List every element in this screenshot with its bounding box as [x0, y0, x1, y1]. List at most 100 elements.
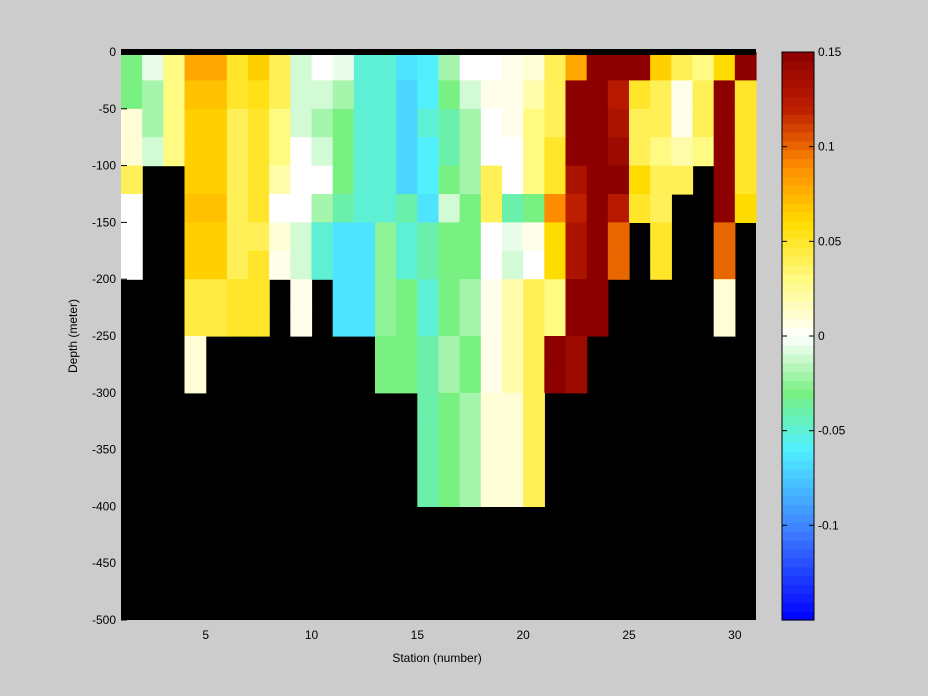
- y-tick-label: -450: [92, 556, 116, 570]
- heatmap-cell: [565, 165, 588, 195]
- heatmap-cell: [692, 108, 715, 138]
- heatmap-cell: [734, 52, 757, 81]
- heatmap-cell: [523, 137, 545, 167]
- heatmap-cell: [502, 279, 524, 309]
- heatmap-cell: [417, 137, 440, 167]
- heatmap-cell: [480, 421, 503, 451]
- colorbar-segment: [782, 495, 814, 506]
- colorbar-tick-label: -0.05: [818, 424, 846, 438]
- heatmap-cell: [438, 307, 461, 337]
- colorbar-segment: [782, 194, 814, 204]
- heatmap-cell: [565, 307, 588, 337]
- heatmap-cell: [290, 80, 313, 110]
- heatmap-cell: [629, 165, 651, 195]
- heatmap-cell: [353, 165, 376, 195]
- heatmap-cell: [417, 307, 440, 337]
- heatmap-cell: [375, 364, 397, 394]
- colorbar-segment: [782, 362, 814, 373]
- heatmap-cell: [121, 52, 143, 81]
- colorbar-segment: [782, 407, 814, 417]
- heatmap-cell: [544, 307, 567, 337]
- y-tick-label: -350: [92, 443, 116, 457]
- heatmap-cell: [502, 307, 524, 337]
- heatmap-cell: [650, 80, 672, 110]
- heatmap-cell: [607, 250, 630, 280]
- colorbar-tick-label: 0.1: [818, 140, 835, 154]
- heatmap-cell: [396, 222, 418, 252]
- colorbar-segment: [782, 300, 814, 310]
- heatmap-cell: [269, 194, 291, 223]
- colorbar-segment: [782, 123, 814, 133]
- colorbar-segment: [782, 389, 814, 399]
- colorbar-segment: [782, 229, 814, 239]
- heatmap-cell: [205, 222, 228, 252]
- heatmap-cell: [332, 250, 355, 280]
- heatmap-cell: [184, 137, 207, 167]
- heatmap-cell: [713, 307, 736, 337]
- heatmap-cell: [459, 80, 482, 110]
- heatmap-cell: [184, 250, 207, 280]
- colorbar-segment: [782, 584, 814, 594]
- y-tick-label: 0: [109, 45, 116, 59]
- heatmap-cell: [290, 165, 313, 195]
- heatmap-cell: [523, 194, 545, 223]
- heatmap-cell: [438, 364, 461, 394]
- heatmap-cell: [650, 222, 672, 252]
- heatmap-cell: [502, 80, 524, 110]
- colorbar-segment: [782, 513, 814, 523]
- heatmap-cell: [650, 250, 672, 280]
- heatmap-cell: [523, 250, 545, 280]
- heatmap-cell: [607, 194, 630, 223]
- heatmap-cell: [226, 137, 249, 167]
- heatmap-cell: [417, 52, 440, 81]
- heatmap-cell: [523, 478, 545, 507]
- heatmap-cell: [353, 80, 376, 110]
- heatmap-cell: [565, 52, 588, 81]
- heatmap-cell: [226, 307, 249, 337]
- heatmap-cell: [607, 137, 630, 167]
- x-tick-label: 20: [516, 628, 530, 642]
- heatmap-cell: [544, 222, 567, 252]
- heatmap-cell: [163, 80, 186, 110]
- heatmap-cell: [734, 165, 757, 195]
- heatmap-cell: [269, 108, 291, 138]
- colorbar-segment: [782, 566, 814, 577]
- colorbar-segment: [782, 202, 814, 213]
- heatmap-cell: [417, 80, 440, 110]
- heatmap-cell: [353, 194, 376, 223]
- heatmap-cell: [353, 279, 376, 309]
- heatmap-cell: [586, 194, 609, 223]
- heatmap-cell: [142, 80, 164, 110]
- heatmap-cell: [375, 250, 397, 280]
- heatmap-cell: [523, 449, 545, 479]
- heatmap-cell: [353, 250, 376, 280]
- colorbar-segment: [782, 415, 814, 426]
- heatmap-cell: [417, 165, 440, 195]
- colorbar-segment: [782, 282, 814, 293]
- heatmap-cell: [480, 80, 503, 110]
- heatmap-cell: [269, 137, 291, 167]
- colorbar-tick-label: 0.15: [818, 45, 842, 59]
- heatmap-cell: [459, 336, 482, 365]
- heatmap-cell: [226, 194, 249, 223]
- heatmap-cell: [565, 364, 588, 394]
- colorbar-segment: [782, 273, 814, 284]
- heatmap-cell: [650, 194, 672, 223]
- heatmap-cell: [205, 52, 228, 81]
- colorbar-segment: [782, 256, 814, 266]
- heatmap-cell: [459, 449, 482, 479]
- heatmap-cell: [713, 222, 736, 252]
- heatmap-cell: [586, 307, 609, 337]
- heatmap-cell: [311, 165, 334, 195]
- heatmap-cell: [396, 279, 418, 309]
- colorbar-segment: [782, 504, 814, 515]
- heatmap-cell: [544, 165, 567, 195]
- colorbar-segment: [782, 478, 814, 488]
- heatmap-cell: [290, 52, 313, 81]
- heatmap-cell: [480, 250, 503, 280]
- heatmap-cell: [565, 279, 588, 309]
- heatmap-cell: [332, 222, 355, 252]
- heatmap-cell: [502, 108, 524, 138]
- y-tick-label: -150: [92, 215, 116, 229]
- heatmap-cell: [544, 250, 567, 280]
